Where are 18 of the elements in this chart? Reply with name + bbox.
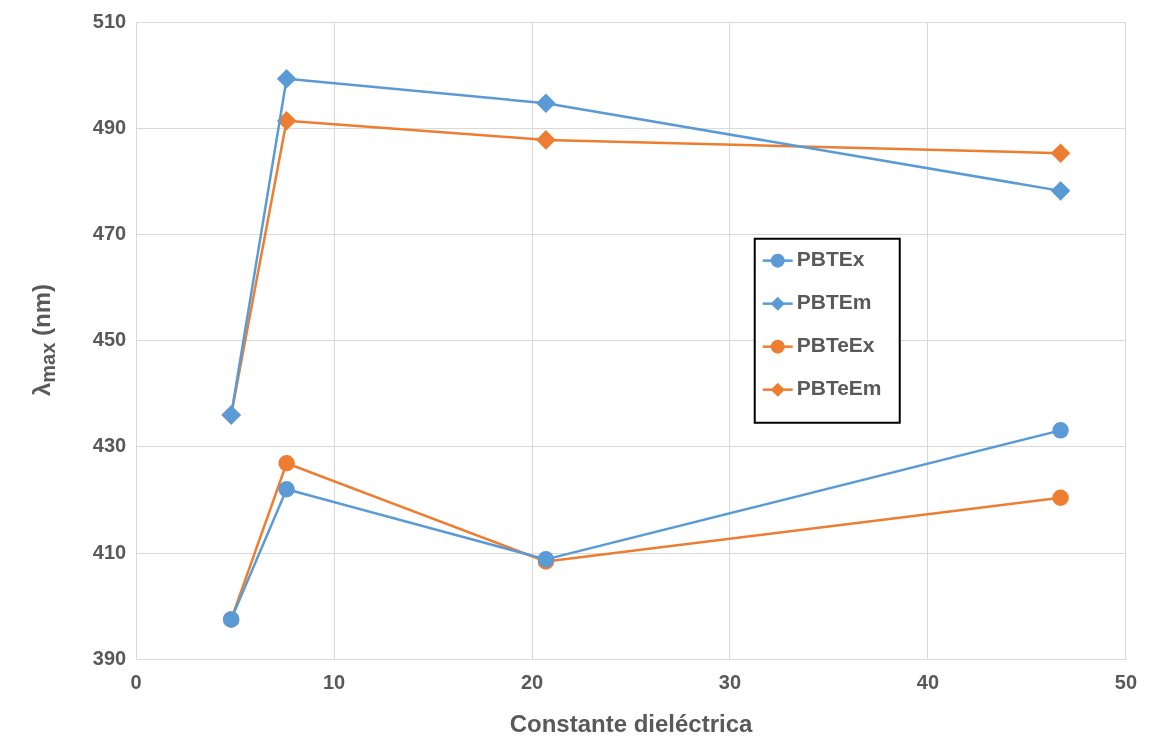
y-tick-label: 510 <box>92 9 127 32</box>
x-tick-label: 10 <box>322 670 346 693</box>
x-tick-label: 50 <box>1114 670 1137 693</box>
legend-label: PBTeEm <box>796 376 882 400</box>
legend-label: PBTeEx <box>796 333 875 357</box>
x-tick-label: 20 <box>520 670 544 693</box>
y-tick-label: 390 <box>92 646 127 669</box>
x-tick-label: 30 <box>718 670 742 693</box>
y-tick-label: 450 <box>92 328 127 351</box>
x-tick-label: 40 <box>916 670 940 693</box>
legend-label: PBTEx <box>796 247 865 271</box>
x-tick-label: 0 <box>130 670 142 693</box>
y-tick-label: 470 <box>92 221 127 244</box>
y-tick-label: 410 <box>92 540 127 563</box>
y-tick-label: 430 <box>92 434 127 457</box>
legend-label: PBTEm <box>796 290 872 314</box>
x-axis-title: Constante dieléctrica <box>509 710 754 738</box>
y-tick-label: 490 <box>92 115 127 138</box>
